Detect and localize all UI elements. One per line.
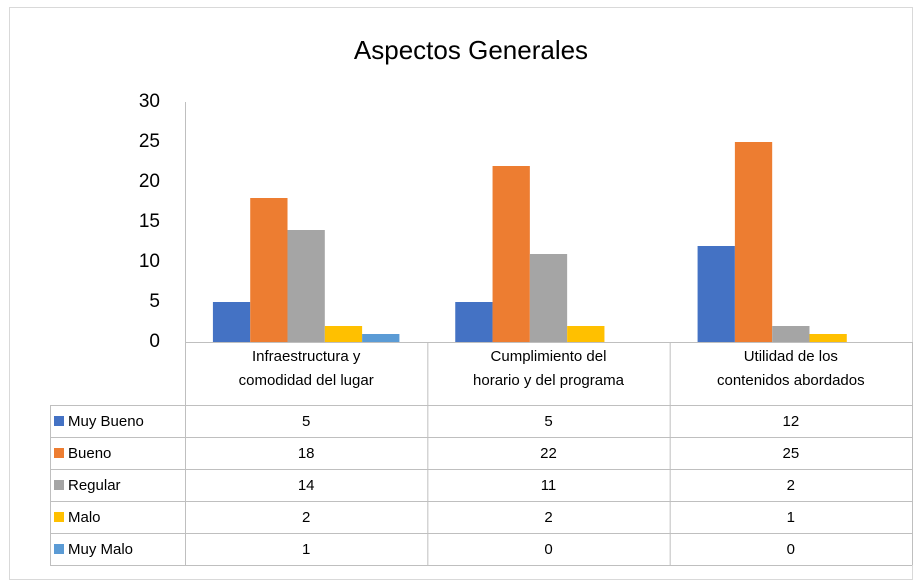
x-tick-label: Utilidad de los contenidos abordados — [717, 348, 865, 389]
y-tick-label: 20 — [139, 171, 160, 192]
table-value: 14 — [298, 477, 315, 494]
bar — [734, 142, 773, 342]
y-tick-label: 30 — [139, 91, 160, 112]
table-value: 1 — [302, 541, 310, 558]
y-tick-label: 15 — [139, 211, 160, 232]
legend-label: Regular — [68, 477, 121, 494]
bar — [567, 326, 605, 342]
y-tick-label: 0 — [149, 331, 160, 352]
legend-label: Malo — [68, 509, 101, 526]
y-tick-label: 5 — [149, 291, 160, 312]
x-tick-label: Infraestructura y comodidad del lugar — [238, 348, 374, 389]
table-value: 2 — [302, 509, 310, 526]
bar — [212, 302, 251, 342]
table-value: 1 — [787, 509, 795, 526]
table-value: 25 — [782, 445, 799, 462]
bar — [250, 198, 288, 342]
bar — [455, 302, 493, 342]
table-value: 22 — [540, 445, 557, 462]
bar — [287, 230, 325, 342]
table-value: 11 — [541, 477, 557, 494]
bar — [772, 326, 810, 342]
y-tick-label: 25 — [139, 131, 160, 152]
bar — [809, 334, 847, 342]
table-value: 0 — [544, 541, 552, 558]
legend-swatch — [54, 416, 64, 426]
bar — [492, 166, 530, 342]
table-value: 5 — [302, 413, 310, 430]
legend-swatch — [54, 512, 64, 522]
legend-label: Bueno — [68, 445, 111, 462]
bar — [324, 326, 363, 342]
legend-swatch — [54, 480, 64, 490]
bar — [362, 334, 400, 342]
table-value: 18 — [298, 445, 315, 462]
table-value: 0 — [787, 541, 795, 558]
legend-swatch — [54, 448, 64, 458]
table-value: 2 — [787, 477, 795, 494]
y-tick-label: 10 — [139, 251, 160, 272]
bar — [697, 246, 735, 342]
x-tick-label: Cumplimiento del horario y del programa — [473, 348, 624, 389]
bar — [529, 254, 568, 342]
table-value: 5 — [544, 413, 552, 430]
legend-label: Muy Malo — [68, 541, 133, 558]
table-value: 12 — [782, 413, 799, 430]
legend-swatch — [54, 544, 64, 554]
chart-title: Aspectos Generales — [354, 35, 588, 65]
legend-label: Muy Bueno — [68, 413, 144, 430]
table-value: 2 — [544, 509, 552, 526]
